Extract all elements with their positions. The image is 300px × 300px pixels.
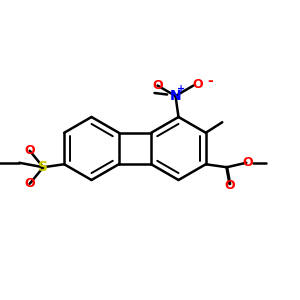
Text: S: S bbox=[38, 160, 48, 174]
Text: O: O bbox=[242, 156, 253, 169]
Text: O: O bbox=[152, 79, 163, 92]
Text: +: + bbox=[177, 83, 186, 94]
Text: O: O bbox=[24, 177, 35, 190]
Text: -: - bbox=[207, 74, 213, 88]
Text: O: O bbox=[193, 77, 203, 91]
Text: O: O bbox=[24, 144, 35, 157]
Text: N: N bbox=[170, 89, 181, 103]
Text: O: O bbox=[224, 179, 235, 192]
